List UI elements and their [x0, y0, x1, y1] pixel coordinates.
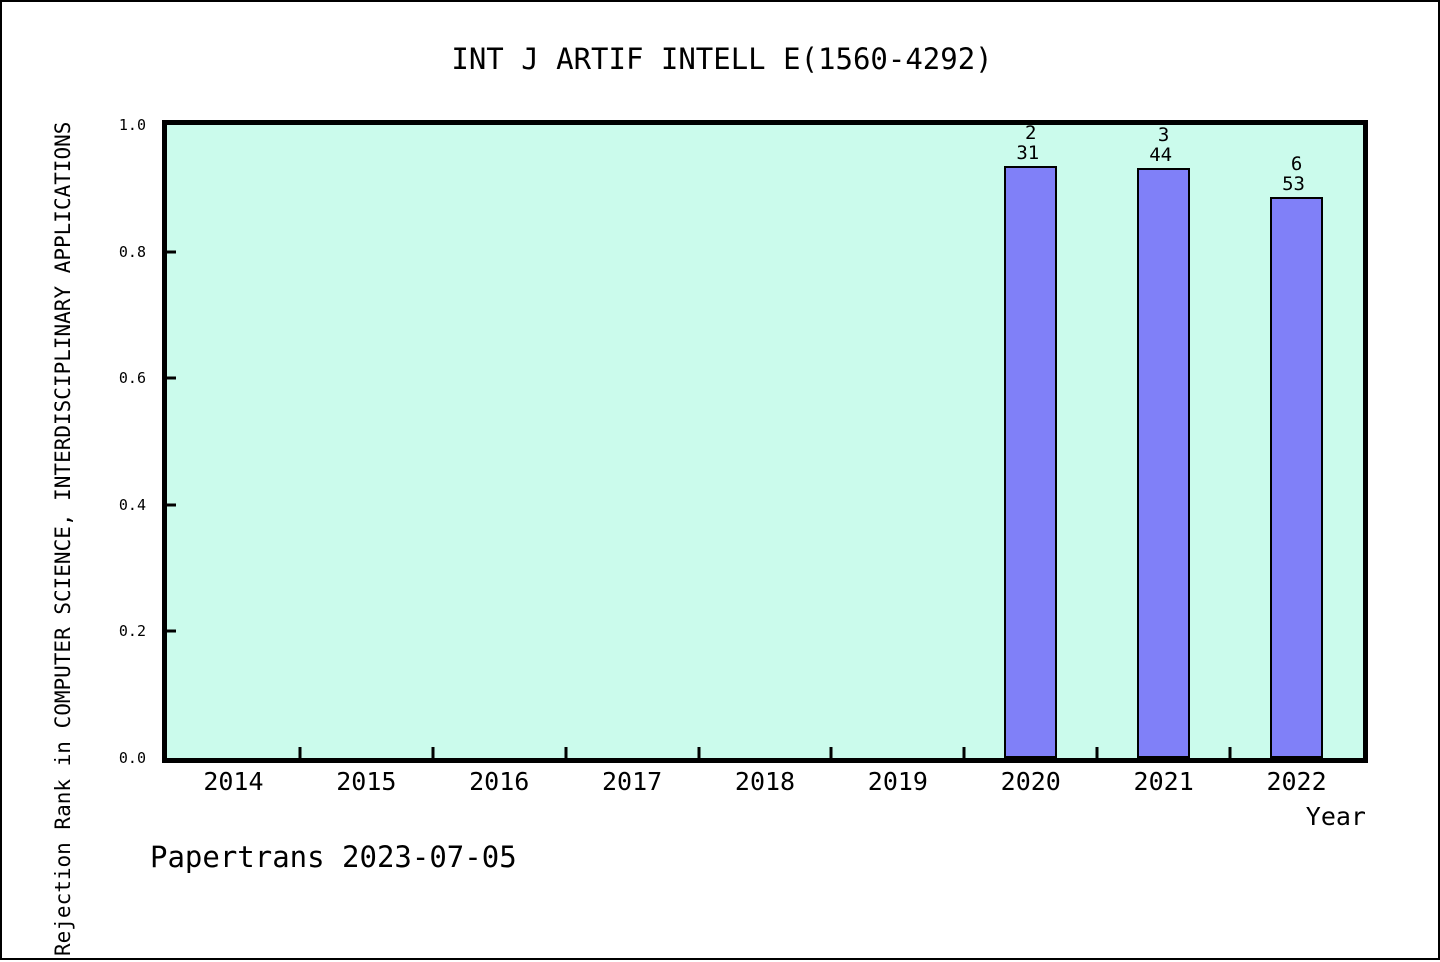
y-tick-mark-0.6	[162, 376, 176, 380]
y-tick-label-0.4: 0.4	[118, 495, 146, 514]
plot-inner: 2 31 3 44 6 53	[167, 123, 1363, 758]
bar-total-2022: 53	[1282, 172, 1305, 195]
chart-title: INT J ARTIF INTELL E(1560-4292)	[451, 42, 993, 76]
bar-value-label-2021: 3 44	[1124, 125, 1204, 165]
y-tick-label-0.8: 0.8	[118, 242, 146, 261]
x-tick-label-2019: 2019	[867, 767, 928, 796]
x-minor-tick-0	[298, 747, 302, 760]
bar-rank-2021: 3	[1157, 124, 1170, 147]
bar-2020	[1004, 166, 1058, 758]
x-tick-label-2014: 2014	[203, 767, 264, 796]
y-axis-label-container: Rejection Rank in COMPUTER SCIENCE, INTE…	[54, 2, 116, 962]
x-tick-label-2018: 2018	[734, 767, 796, 796]
x-minor-tick-7	[1228, 747, 1232, 760]
bar-2022	[1270, 196, 1324, 758]
x-tick-label-2022: 2022	[1266, 767, 1327, 796]
x-minor-tick-2	[564, 747, 568, 760]
x-minor-tick-6	[1095, 747, 1099, 760]
bar-total-2021: 44	[1149, 144, 1173, 167]
y-tick-mark-0.2	[162, 629, 176, 633]
x-minor-tick-5	[962, 747, 966, 760]
x-tick-label-2021: 2021	[1133, 767, 1194, 796]
y-tick-label-0.0: 0.0	[118, 749, 146, 767]
bar-rank-2020: 2	[1025, 122, 1037, 145]
y-tick-label-0.6: 0.6	[118, 369, 146, 388]
bar-2021	[1137, 168, 1191, 758]
y-tick-label-1.0: 1.0	[118, 116, 146, 134]
x-minor-tick-3	[697, 747, 701, 760]
y-axis-label: Rejection Rank in COMPUTER SCIENCE, INTE…	[54, 121, 75, 956]
x-minor-tick-1	[431, 747, 435, 760]
bar-total-2020: 31	[1016, 142, 1040, 165]
x-tick-label-2020: 2020	[1000, 767, 1061, 796]
x-tick-label-2016: 2016	[469, 767, 530, 796]
plot-area: 2 31 3 44 6 53	[162, 120, 1368, 763]
y-tick-label-0.2: 0.2	[118, 622, 146, 641]
bar-rank-2022: 6	[1290, 152, 1303, 175]
bar-value-label-2020: 2 31	[991, 123, 1071, 163]
x-tick-label-2015: 2015	[336, 767, 397, 796]
x-axis-label: Year	[1305, 802, 1366, 831]
y-tick-mark-0.4	[162, 503, 176, 507]
y-tick-mark-0.8	[162, 250, 176, 254]
bar-value-label-2022: 6 53	[1257, 154, 1337, 194]
footer-note: Papertrans 2023-07-05	[150, 840, 517, 874]
x-minor-tick-4	[829, 747, 833, 760]
x-tick-label-2017: 2017	[602, 767, 663, 796]
